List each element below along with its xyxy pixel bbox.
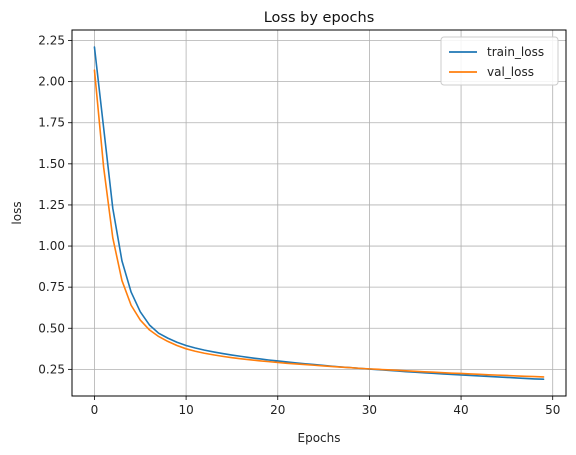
y-tick-label: 0.25: [38, 362, 65, 376]
legend-label-val-loss: val_loss: [487, 65, 534, 79]
x-tick-label: 50: [545, 403, 560, 417]
y-axis-label: loss: [10, 201, 24, 224]
chart-title: Loss by epochs: [264, 10, 375, 26]
y-tick-label: 1.00: [38, 239, 65, 253]
y-tick-label: 0.50: [38, 321, 65, 335]
y-tick-label: 2.00: [38, 75, 65, 89]
axis-ticks: 0 10 20 30 40 50 0.25 0.50 0.75 1.00 1.25 1.50 1.75 2…: [38, 34, 560, 417]
y-tick-label: 1.25: [38, 198, 65, 212]
x-tick-label: 40: [453, 403, 468, 417]
legend: train_loss val_loss: [440, 36, 559, 86]
series-lines: [93, 46, 545, 381]
series-line-val-loss: [93, 69, 545, 378]
x-tick-label: 10: [178, 403, 193, 417]
legend-box: [440, 36, 559, 86]
plot-area-frame: [71, 29, 567, 397]
legend-label-train-loss: train_loss: [487, 45, 544, 59]
y-tick-label: 1.75: [38, 116, 65, 130]
y-tick-label: 2.25: [38, 34, 65, 48]
x-tick-label: 0: [91, 403, 99, 417]
x-axis-label: Epochs: [298, 431, 341, 445]
grid-lines: [72, 30, 566, 396]
x-tick-label: 20: [270, 403, 285, 417]
y-tick-label: 1.50: [38, 157, 65, 171]
x-tick-label: 30: [362, 403, 377, 417]
y-tick-label: 0.75: [38, 280, 65, 294]
